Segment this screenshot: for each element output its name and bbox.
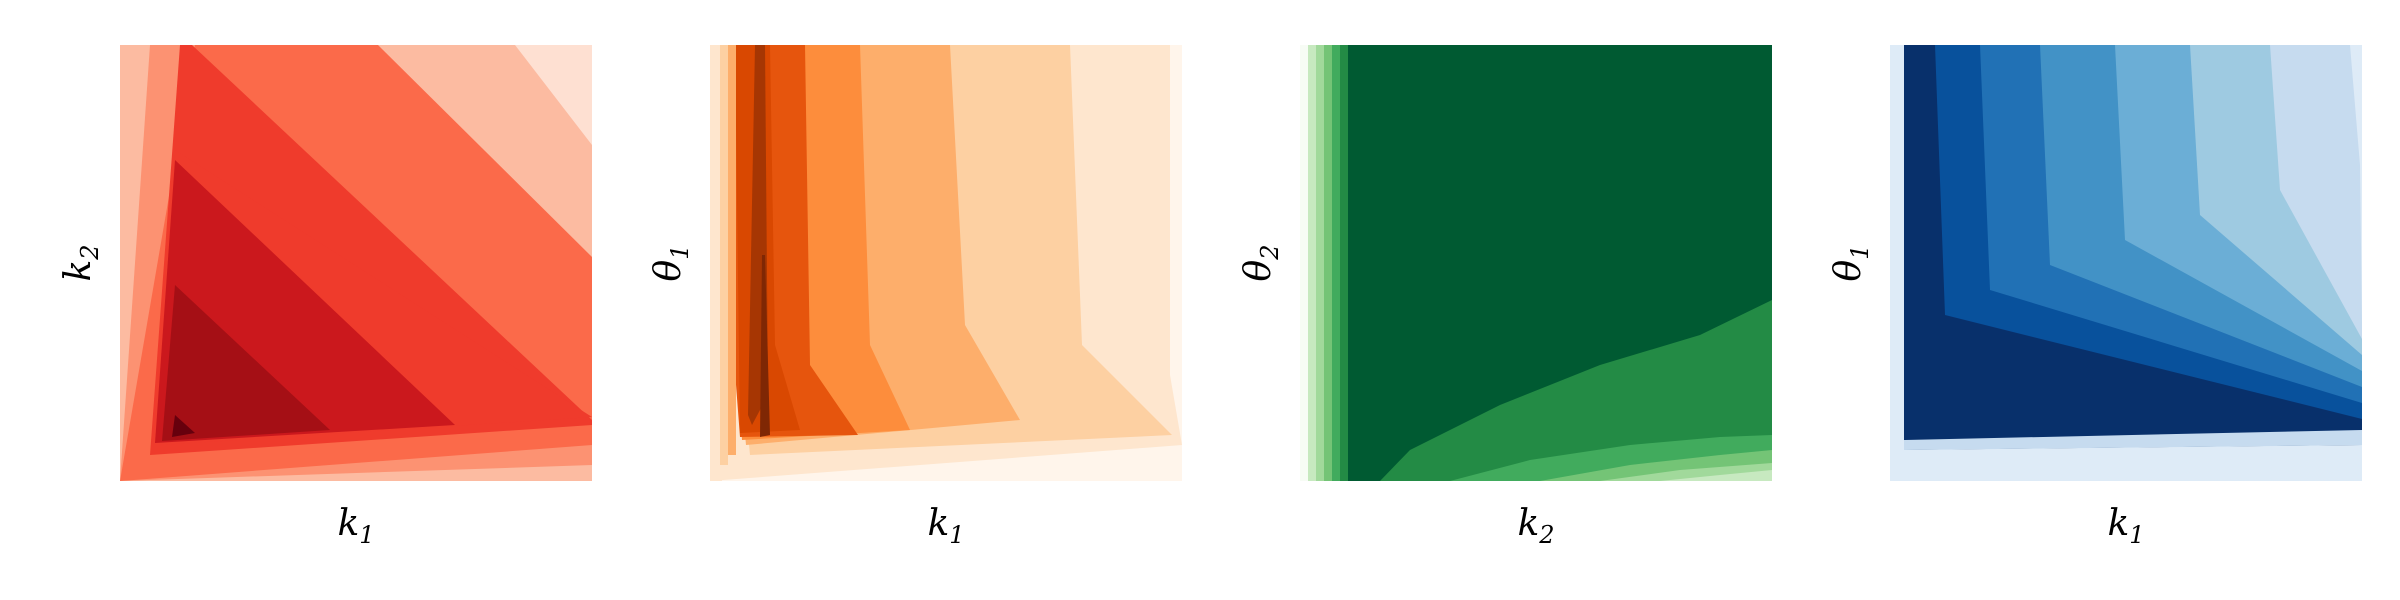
contour-edge-bottom-2 (1904, 430, 2362, 450)
contour-level-0 (515, 45, 592, 145)
contour-level-1-edge (120, 45, 150, 481)
contour-edge-2 (720, 45, 728, 465)
panel-2: k1 θ1 (648, 45, 1182, 549)
contour-level-6 (162, 285, 330, 441)
panel-3: k2 θ2 (1238, 45, 1772, 549)
panel-1-contour-area (120, 45, 592, 481)
panel-4-ylabel: θ1 (1828, 245, 1874, 282)
contour-left-edge-4 (1332, 45, 1340, 481)
panel-2-contour-area (710, 45, 1182, 481)
contour-level-1 (378, 45, 592, 257)
contour-edge-bottom (1890, 445, 2362, 481)
contour-edge-left (1890, 45, 1904, 481)
contour-left-edge-2 (1316, 45, 1324, 481)
panel-3-xlabel: k2 (1517, 503, 1554, 549)
panel-4-xlabel: k1 (2107, 503, 2144, 549)
contour-left-edge-1 (1308, 45, 1316, 481)
panel-1: k1 k2 (58, 45, 592, 549)
contour-edge-3 (728, 45, 736, 455)
panel-1-xlabel: k1 (337, 503, 374, 549)
panel-3-ylabel: θ2 (1238, 245, 1284, 282)
contour-edge-1 (710, 45, 720, 481)
panel-4-contour-area (1890, 45, 2362, 481)
contour-left-edge-0 (1300, 45, 1308, 481)
contour-level-1-bottom (120, 465, 592, 481)
panel-4: k1 θ1 (1828, 45, 2362, 549)
contour-left-edge-3 (1324, 45, 1332, 481)
panel-2-ylabel: θ1 (648, 245, 694, 282)
contour-left-edge-5 (1340, 45, 1348, 481)
panel-2-xlabel: k1 (927, 503, 964, 549)
contour-band-8 (1890, 45, 2362, 465)
panel-1-ylabel: k2 (58, 244, 104, 281)
contour-level-6 (1380, 300, 1772, 481)
contour-level-7 (172, 415, 195, 437)
contour-peak (760, 255, 770, 437)
panel-3-contour-area (1300, 45, 1772, 481)
contour-level-2 (1660, 470, 1772, 481)
